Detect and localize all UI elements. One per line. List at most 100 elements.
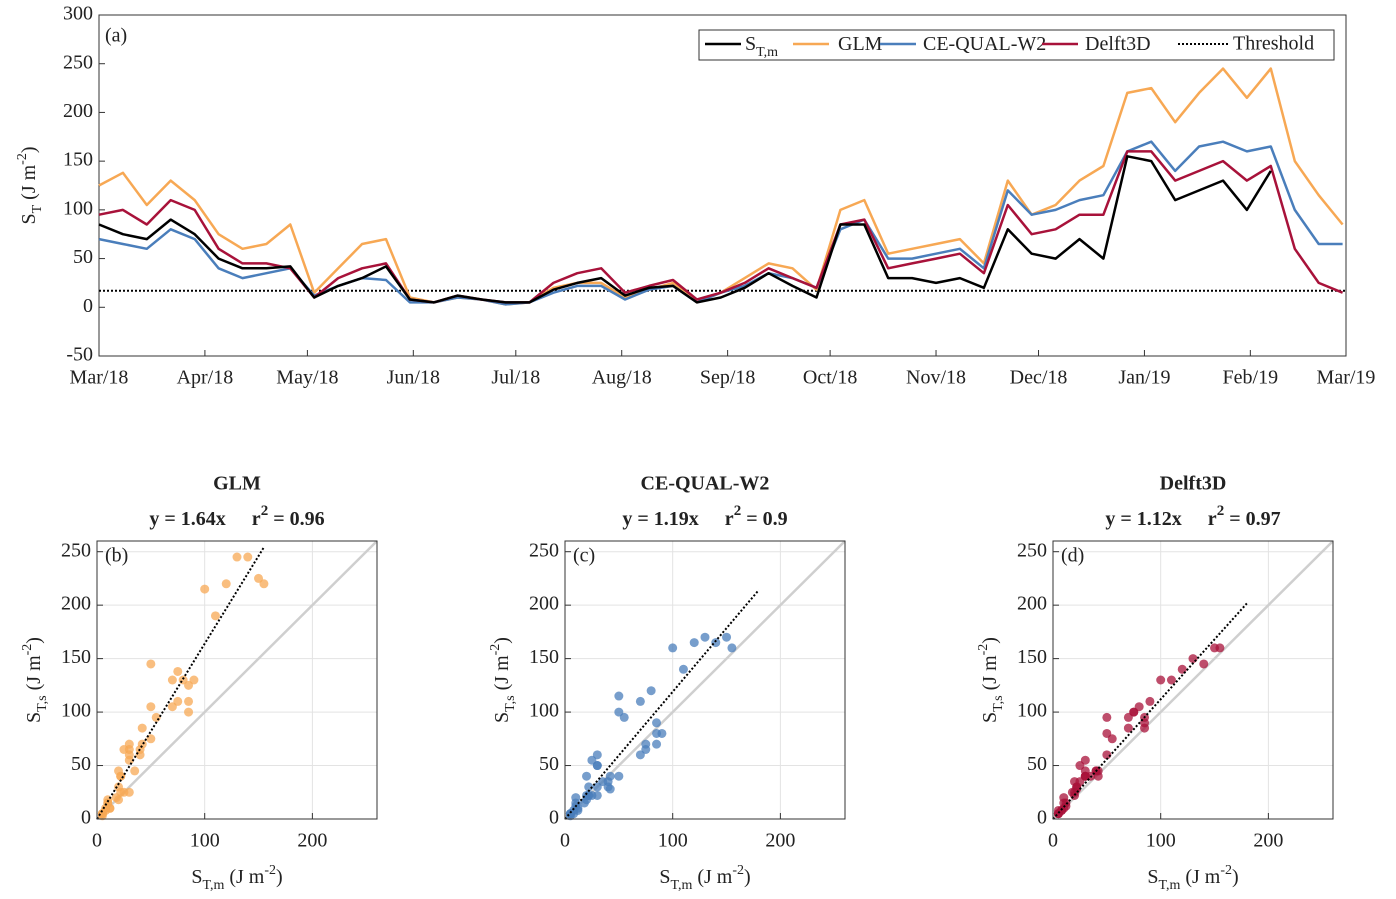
scatter-point: [652, 718, 662, 728]
equation: y = 1.19x r2 = 0.9: [622, 503, 787, 529]
label-part: (J m: [1180, 866, 1220, 888]
label-part: (J m: [224, 866, 264, 888]
scatter-point: [124, 739, 134, 749]
label-part: T,m: [670, 878, 692, 893]
scatter-point: [668, 643, 678, 653]
y-tick-label: 150: [63, 149, 93, 171]
scatter-point: [1145, 696, 1155, 706]
y-tick-label: 50: [73, 246, 93, 268]
fit-line: [564, 589, 760, 820]
label-part: S: [191, 866, 202, 888]
scatter-point: [200, 584, 210, 594]
y-tick-label: 50: [71, 753, 91, 775]
equation: y = 1.64x r2 = 0.96: [149, 503, 324, 529]
scatter-point: [184, 696, 194, 706]
y-tick-label: 200: [63, 100, 93, 122]
legend-name: GLM: [838, 33, 883, 55]
label-part: -2: [20, 644, 35, 656]
panel-label: (d): [1061, 545, 1084, 567]
series-line: [98, 140, 1343, 306]
label-part: (J m: [18, 164, 40, 204]
y-tick-label: 250: [61, 539, 91, 561]
scatter-point: [614, 771, 624, 781]
y-tick-label: 250: [63, 51, 93, 73]
y-tick-label: 100: [529, 700, 559, 722]
x-tick-label: 0: [92, 830, 102, 852]
y-tick-label: 100: [63, 197, 93, 219]
y-tick-label: 200: [529, 593, 559, 615]
legend-label: CE-QUAL-W2: [923, 33, 1046, 55]
y-tick-label: 50: [1027, 753, 1047, 775]
scatter-point: [254, 573, 264, 583]
y-axis-label: ST,s (J m-2): [488, 637, 518, 723]
plot-frame: [98, 14, 1347, 357]
y-tick-label: 0: [83, 295, 93, 317]
legend-label: GLM: [838, 33, 883, 55]
panel-label: (a): [105, 25, 127, 47]
label-part: ): [491, 637, 513, 644]
scatter-point: [1070, 777, 1080, 787]
scatter-point: [1053, 805, 1063, 815]
y-tick-label: -50: [66, 344, 93, 366]
scatter-point: [124, 787, 134, 797]
label-part: T,m: [1158, 878, 1180, 893]
scatter-point: [232, 552, 242, 562]
scatter-point: [652, 739, 662, 749]
scatter-point: [1156, 675, 1166, 685]
chart-title: Delft3D: [1160, 473, 1227, 495]
label-part: -2: [732, 863, 744, 878]
scatter-point: [1080, 755, 1090, 765]
scatter-point: [173, 696, 183, 706]
equation-r2: r: [725, 508, 734, 530]
equation-r2: 2: [734, 503, 742, 519]
y-tick-label: 100: [61, 700, 91, 722]
label-part: S: [1147, 866, 1158, 888]
series-line: [98, 155, 1272, 304]
x-tick-label: Dec/18: [1010, 367, 1068, 389]
label-part: (J m: [491, 655, 513, 695]
y-tick-label: 150: [61, 646, 91, 668]
scatter-point: [605, 771, 615, 781]
scatter-point: [605, 784, 615, 794]
scatter-point: [114, 766, 124, 776]
x-tick-label: Mar/18: [70, 367, 129, 389]
label-part: ): [276, 866, 283, 888]
equation-r2: = 0.97: [1224, 508, 1280, 530]
legend-name: S: [745, 33, 756, 55]
legend-name: CE-QUAL-W2: [923, 33, 1046, 55]
y-tick-label: 0: [81, 807, 91, 829]
label-part: S: [491, 712, 513, 723]
x-tick-label: 0: [560, 830, 570, 852]
scatter-point: [114, 782, 124, 792]
x-tick-label: 100: [190, 830, 220, 852]
x-tick-label: Feb/19: [1223, 367, 1279, 389]
scatter-point: [167, 675, 177, 685]
scatter-point: [592, 790, 602, 800]
panel-label: (c): [573, 545, 595, 567]
label-part: -2: [488, 644, 503, 656]
x-tick-label: Jan/19: [1118, 367, 1170, 389]
y-tick-label: 150: [1017, 646, 1047, 668]
scatter-point: [114, 795, 124, 805]
label-part: -2: [264, 863, 276, 878]
x-axis-label: ST,m (J m-2): [191, 863, 282, 893]
y-tick-label: 200: [61, 593, 91, 615]
label-part: S: [18, 213, 40, 224]
label-part: S: [979, 712, 1001, 723]
y-tick-label: 100: [1017, 700, 1047, 722]
x-axis-label: ST,m (J m-2): [659, 863, 750, 893]
x-tick-label: Aug/18: [592, 367, 652, 389]
scatter-point: [97, 809, 107, 819]
equation-r2: 2: [1217, 503, 1225, 519]
x-tick-label: Nov/18: [906, 367, 966, 389]
equation-r2: r: [252, 508, 261, 530]
chart-title: GLM: [213, 473, 261, 495]
scatter-point: [146, 702, 156, 712]
scatter-point: [1188, 654, 1198, 664]
label-part: -2: [15, 153, 30, 165]
scatter-point: [130, 766, 140, 776]
legend-label: Delft3D: [1085, 33, 1151, 55]
x-tick-label: May/18: [276, 367, 338, 389]
label-part: T,s: [35, 695, 50, 711]
